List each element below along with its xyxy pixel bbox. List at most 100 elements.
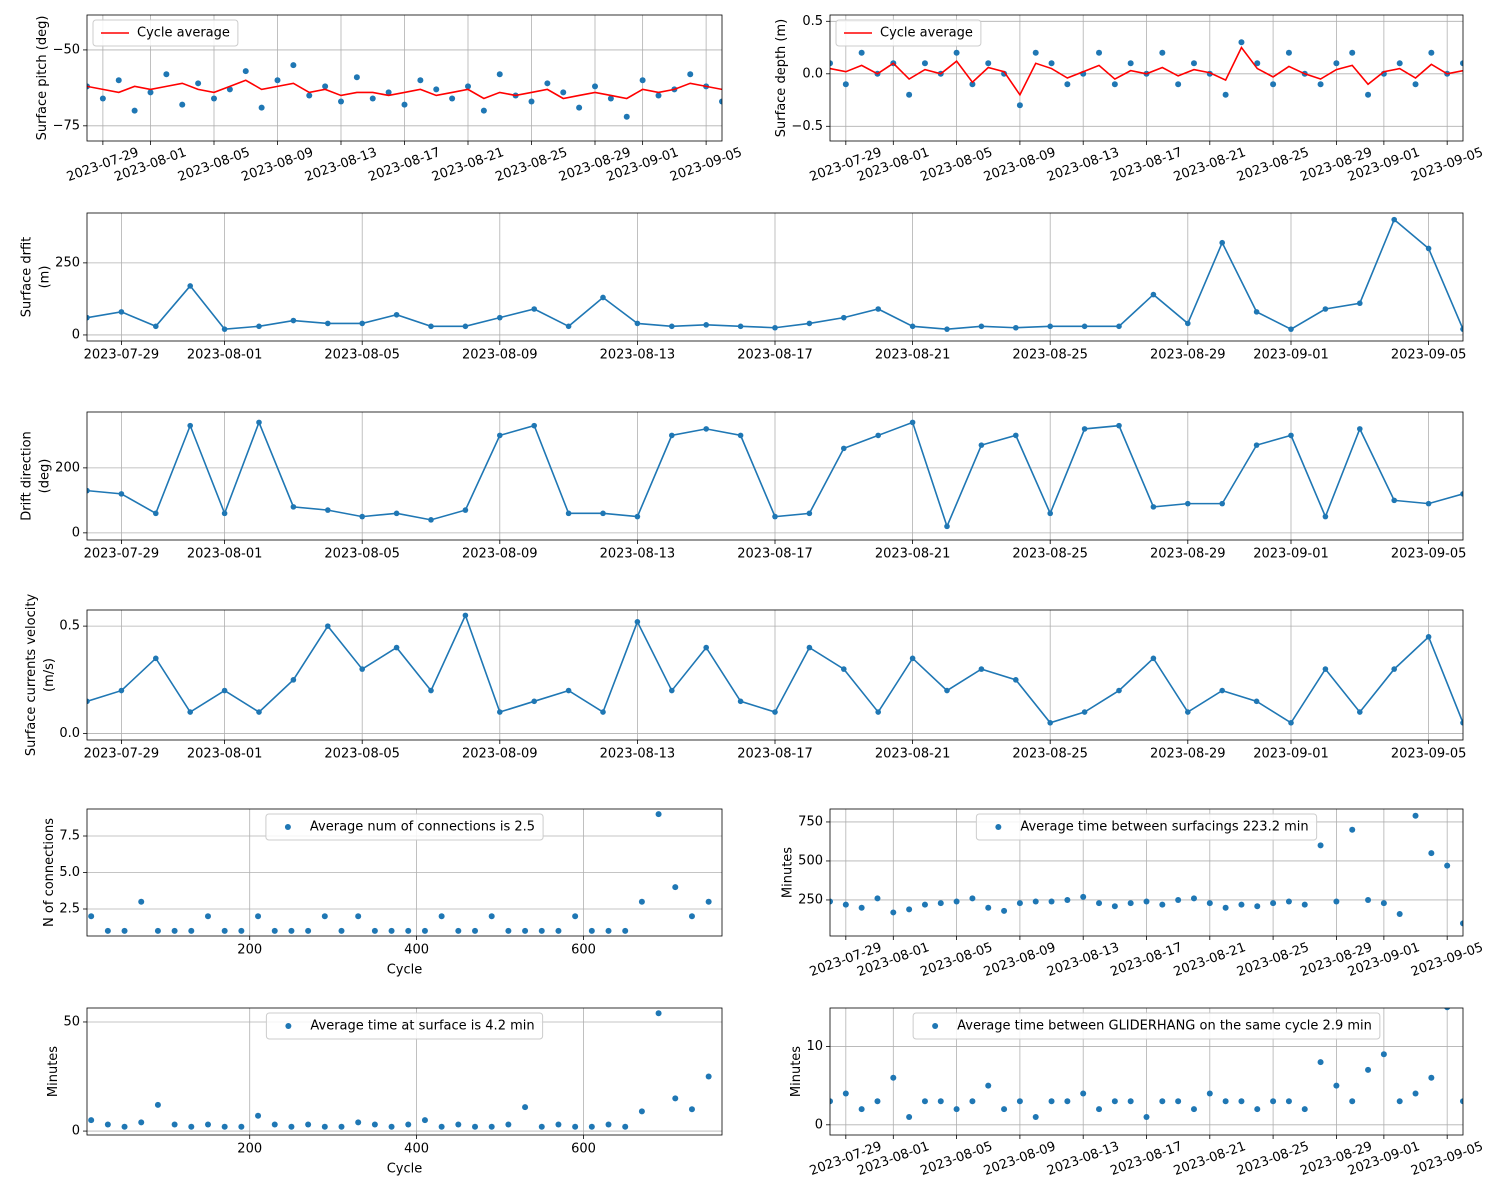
point	[87, 698, 90, 705]
point	[138, 1119, 145, 1126]
panel: 0 250 2023-07-29 2023-08-01 2023-08-05 2023-0…	[20, 212, 1466, 363]
x-tick-label: 2023-07-29	[84, 348, 160, 363]
point	[1317, 1059, 1324, 1066]
point	[978, 666, 985, 672]
point	[522, 927, 529, 934]
point	[462, 612, 469, 619]
point	[321, 1123, 328, 1130]
point	[1301, 1106, 1308, 1113]
point	[1222, 91, 1229, 98]
x-tick-label: 2023-08-17	[737, 547, 813, 562]
point	[875, 306, 881, 312]
axes-frame	[86, 14, 723, 142]
point	[393, 311, 400, 318]
point	[1175, 81, 1182, 88]
plot-area	[87, 419, 1463, 530]
point	[1016, 102, 1023, 109]
point	[421, 927, 428, 934]
point	[290, 677, 297, 683]
y-axis-label: (m)	[38, 266, 53, 289]
point	[1317, 842, 1324, 849]
y-axis-label: Surface depth (m)	[774, 19, 789, 137]
x-tick-label: 2023-09-01	[1253, 747, 1329, 762]
point	[576, 104, 583, 111]
plot-area	[88, 1010, 712, 1130]
y-axis-label: Minutes	[781, 847, 796, 898]
point	[1425, 634, 1432, 640]
point	[88, 913, 95, 920]
point	[1190, 895, 1197, 902]
point	[841, 445, 847, 452]
x-tick-label: 2023-08-17	[737, 348, 813, 363]
x-tick-label: 400	[404, 1142, 429, 1157]
point	[1333, 60, 1340, 67]
point	[393, 510, 400, 517]
y-axis-label: N of connections	[42, 818, 57, 927]
point	[1460, 60, 1463, 67]
point	[1116, 687, 1122, 694]
x-tick-label: 2023-09-01	[1253, 348, 1329, 363]
point	[1081, 426, 1088, 432]
point	[538, 927, 545, 934]
point	[655, 92, 662, 99]
y-tick-label: 0	[72, 525, 80, 540]
point	[256, 419, 262, 426]
point	[969, 1098, 976, 1105]
point	[338, 927, 345, 934]
point	[188, 927, 195, 934]
y-axis-label: Surface currents velocity	[24, 594, 39, 757]
point	[1096, 49, 1103, 56]
x-axis-label: Cycle	[387, 963, 423, 978]
point	[634, 619, 641, 625]
point	[1301, 901, 1308, 908]
point	[1444, 862, 1451, 869]
x-tick-label: 2023-08-25	[1012, 348, 1088, 363]
point	[455, 927, 462, 934]
point	[1254, 1106, 1261, 1113]
point	[104, 927, 111, 934]
point	[371, 927, 378, 934]
point	[1288, 326, 1294, 332]
point	[565, 510, 572, 517]
plot-area	[830, 39, 1463, 109]
point	[321, 913, 328, 920]
point	[221, 326, 228, 332]
point	[655, 1010, 662, 1017]
point	[1460, 326, 1463, 332]
point	[672, 1095, 679, 1102]
axes-frame	[829, 14, 1464, 142]
point	[1081, 709, 1088, 715]
point	[1016, 1098, 1023, 1105]
y-axis-label: (deg)	[38, 459, 53, 494]
point	[226, 86, 233, 93]
point	[88, 1117, 95, 1124]
point	[1127, 60, 1134, 67]
point	[322, 83, 329, 90]
point	[472, 1123, 479, 1130]
point	[588, 1123, 595, 1130]
legend-label: Average time at surface is 4.2 min	[310, 1019, 534, 1034]
point	[238, 1123, 245, 1130]
point	[87, 314, 90, 321]
point	[705, 1073, 712, 1080]
panel: 0.0 0.5 2023-07-29 2023-08-01 2023-08-05 2023…	[24, 594, 1467, 762]
point	[1322, 513, 1329, 520]
point	[455, 1121, 462, 1128]
point	[1096, 900, 1103, 907]
point	[1365, 91, 1372, 98]
point	[1357, 300, 1363, 307]
point	[1425, 500, 1432, 507]
point	[687, 71, 694, 78]
y-tick-label: −50	[53, 42, 80, 57]
point	[433, 86, 440, 93]
point	[703, 322, 709, 328]
point	[1357, 709, 1363, 715]
point	[118, 491, 125, 497]
y-tick-label: 50	[63, 1014, 80, 1029]
point	[1428, 49, 1435, 56]
point	[622, 1123, 629, 1130]
point	[1288, 432, 1294, 439]
point	[937, 900, 944, 907]
point	[274, 77, 281, 84]
point	[1254, 903, 1261, 910]
